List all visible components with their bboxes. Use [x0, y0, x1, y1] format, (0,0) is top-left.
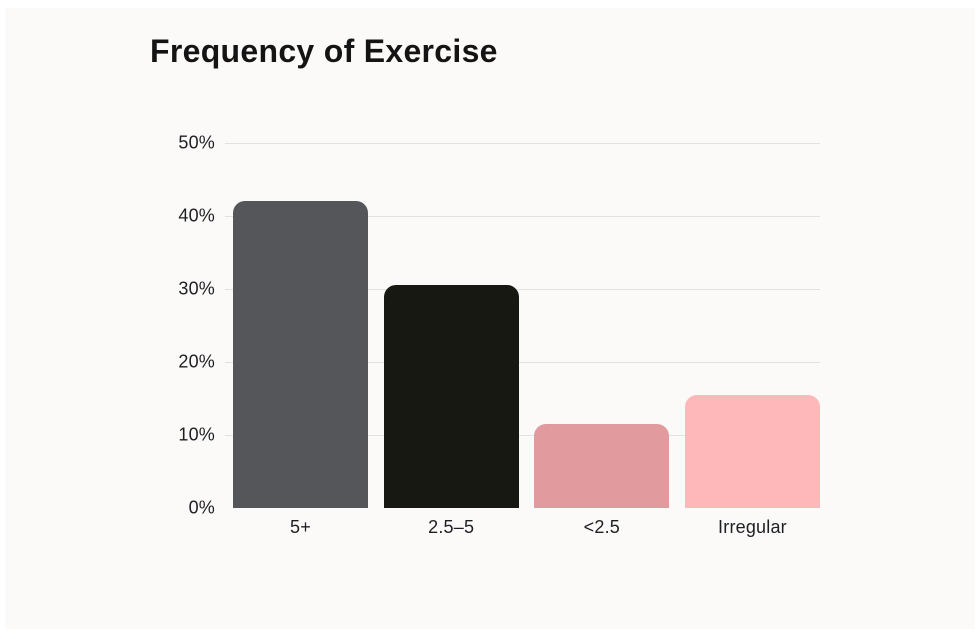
bar-4 [684, 394, 820, 508]
x-category-label: 5+ [290, 517, 311, 537]
y-tick-label: 10% [178, 424, 215, 445]
gridline-20 [225, 362, 820, 363]
x-category-label: <2.5 [583, 517, 620, 537]
bar-2 [383, 285, 519, 508]
gridline-50 [225, 143, 820, 144]
bar-1 [233, 201, 368, 508]
x-category-label: Irregular [718, 517, 787, 537]
y-tick-label: 20% [178, 351, 215, 372]
bar-3 [534, 424, 670, 508]
y-tick-label: 30% [178, 278, 215, 299]
bar-series [233, 143, 820, 508]
y-tick-label: 0% [188, 497, 215, 518]
gridline-10 [225, 435, 820, 436]
y-tick-label: 50% [178, 132, 215, 153]
gridline-30 [225, 289, 820, 290]
gridline-40 [225, 216, 820, 217]
y-tick-label: 40% [178, 205, 215, 226]
plot-area: 0% 10% 20% 30% 40% 50% 5+ 2.5–5 <2.5 Irregular [178, 133, 820, 537]
chart-title: Frequency of Exercise [150, 33, 498, 69]
x-axis-category-labels: 5+ 2.5–5 <2.5 Irregular [233, 517, 820, 538]
x-category-label: 2.5–5 [428, 517, 475, 537]
